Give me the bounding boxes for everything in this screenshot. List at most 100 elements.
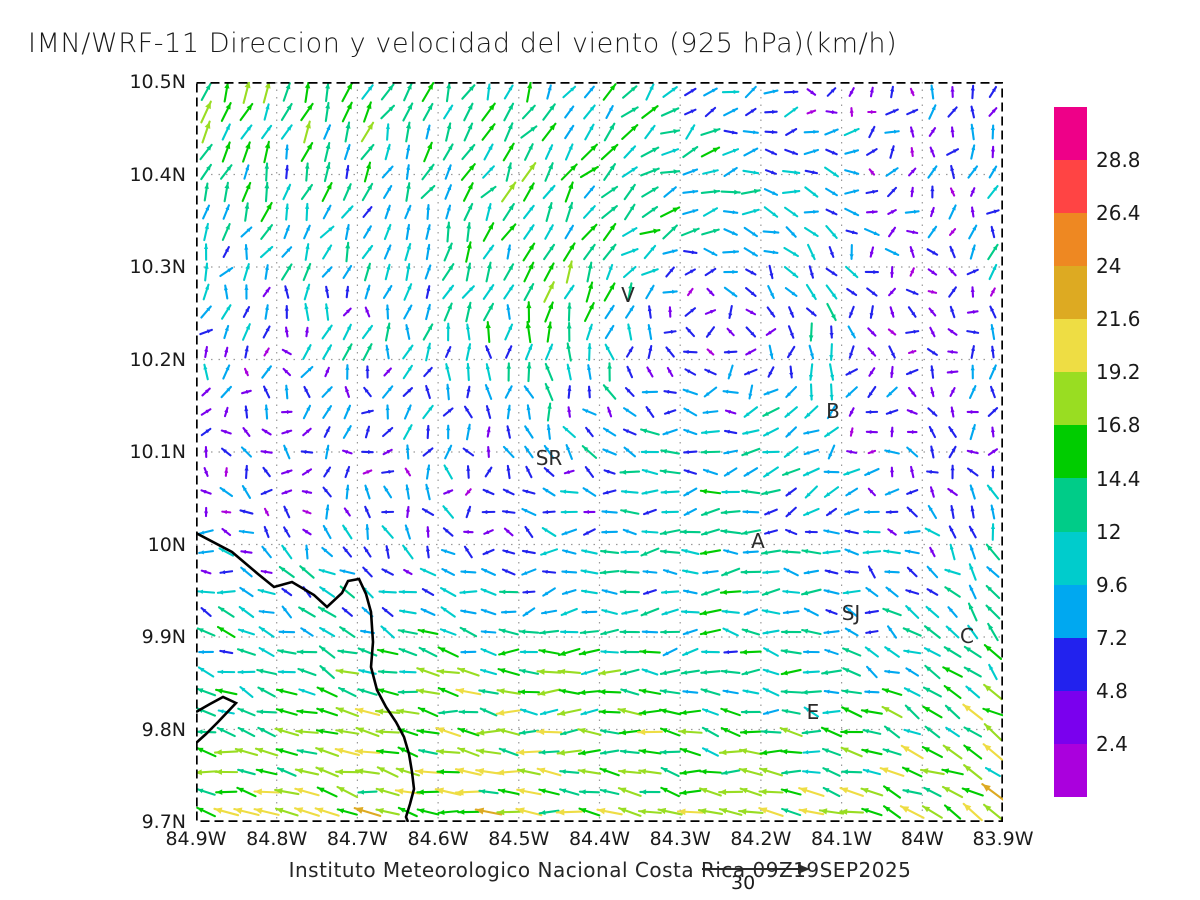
x-tick-label: 84W <box>900 828 944 850</box>
wind-vector <box>560 163 578 181</box>
wind-vector <box>325 82 330 103</box>
wind-vector <box>497 668 520 676</box>
wind-vector <box>786 345 796 359</box>
wind-vector <box>565 260 574 284</box>
wind-vector <box>924 664 941 680</box>
wind-vector <box>983 644 1003 660</box>
wind-vector <box>646 366 654 378</box>
wind-vector <box>647 323 653 341</box>
wind-vector <box>910 465 915 479</box>
wind-vector <box>383 184 393 200</box>
wind-vector <box>562 425 576 439</box>
wind-vector <box>597 688 622 695</box>
wind-vector <box>476 729 501 736</box>
wind-vector <box>502 488 515 496</box>
colorbar[interactable] <box>1054 107 1087 797</box>
wind-vector <box>989 305 997 319</box>
wind-vector <box>242 82 251 104</box>
wind-vector <box>384 143 391 161</box>
wind-vector <box>405 505 410 519</box>
wind-vector <box>221 223 231 241</box>
wind-vector <box>926 348 938 356</box>
wind-vector <box>503 284 515 300</box>
wind-vector <box>203 243 209 261</box>
wind-vector <box>237 707 256 717</box>
wind-vector <box>563 469 575 475</box>
wind-vector <box>864 269 879 275</box>
wind-vector <box>587 342 592 362</box>
wind-vector <box>521 104 536 120</box>
wind-vector <box>444 346 452 358</box>
wind-vector <box>298 606 316 618</box>
wind-vector <box>506 464 511 480</box>
wind-vector <box>682 145 699 159</box>
wind-vector <box>264 162 270 182</box>
wind-vector <box>660 590 680 595</box>
colorbar-tick-label: 28.8 <box>1096 148 1141 173</box>
wind-vector <box>357 688 378 696</box>
wind-vector <box>739 787 763 797</box>
wind-vector <box>803 148 820 156</box>
wind-vector <box>860 787 884 797</box>
wind-vector <box>602 489 617 495</box>
wind-vector <box>886 386 898 398</box>
wind-vector <box>949 387 956 397</box>
y-tick-label: 10.4N <box>129 163 186 186</box>
wind-vector <box>604 343 615 361</box>
wind-vector <box>284 285 290 299</box>
wind-vector <box>542 184 556 200</box>
wind-vector <box>884 646 900 658</box>
wind-vector <box>204 262 209 282</box>
wind-vector <box>824 426 839 438</box>
wind-vector <box>723 166 738 178</box>
wind-vector <box>505 162 512 182</box>
wind-vector <box>374 708 401 715</box>
wind-vector <box>625 305 635 319</box>
wind-vector <box>239 102 254 122</box>
wind-vector <box>335 668 360 675</box>
wind-vector <box>970 286 975 298</box>
wind-vector <box>242 306 251 318</box>
wind-vector <box>867 565 876 579</box>
wind-vector <box>443 104 454 120</box>
colorbar-band <box>1054 319 1087 373</box>
wind-vector <box>626 365 634 379</box>
wind-vector <box>565 444 573 460</box>
wind-vector <box>802 649 820 654</box>
wind-vector <box>577 727 602 736</box>
wind-vector <box>296 649 318 655</box>
wind-vector <box>196 729 217 735</box>
wind-vector <box>564 181 574 203</box>
wind-vector <box>722 210 739 215</box>
wind-vector <box>844 627 859 637</box>
wind-vector <box>503 263 515 281</box>
wind-vector <box>906 429 918 435</box>
wind-vector <box>844 149 860 155</box>
wind-vector <box>241 485 252 499</box>
wind-vector <box>718 788 744 796</box>
wind-vector <box>661 608 679 616</box>
colorbar-band <box>1054 478 1087 532</box>
wind-vector <box>546 84 552 100</box>
wind-vector <box>627 282 633 302</box>
wind-vector <box>727 364 734 380</box>
wind-vector <box>302 404 312 420</box>
wind-vector <box>345 241 351 263</box>
wind-vector <box>803 129 820 134</box>
colorbar-tick-label: 9.6 <box>1096 572 1128 597</box>
wind-vector <box>963 645 982 659</box>
wind-vector <box>950 505 955 519</box>
wind-vector <box>544 144 554 160</box>
wind-vector <box>505 345 513 359</box>
wind-vector <box>263 103 270 121</box>
wind-vector <box>621 166 638 178</box>
wind-vector <box>908 167 917 177</box>
wind-vector <box>203 363 209 381</box>
wind-vector <box>762 709 780 715</box>
wind-vector <box>518 729 540 735</box>
wind-vector <box>541 569 557 574</box>
wind-vector <box>740 709 761 715</box>
wind-vector <box>300 102 314 122</box>
wind-vector <box>723 107 739 117</box>
wind-vector <box>619 469 641 475</box>
